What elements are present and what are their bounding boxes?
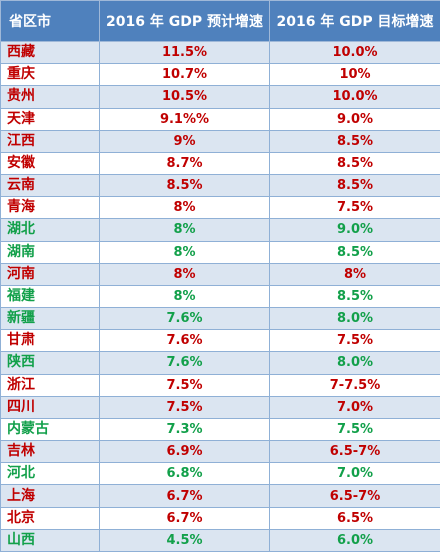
- forecast-cell: 9%: [99, 129, 270, 153]
- province-cell: 天津: [0, 107, 100, 131]
- forecast-cell: 8.7%: [99, 151, 270, 176]
- table-row: 四川 7.5% 7.0%: [0, 395, 440, 419]
- table-row: 浙江 7.5% 7-7.5%: [0, 373, 440, 397]
- table-row: 天津 9.1%% 9.0%: [0, 107, 440, 131]
- forecast-cell: 8%: [99, 196, 270, 220]
- forecast-cell: 7.5%: [99, 395, 270, 419]
- target-cell: 6.5%: [269, 506, 440, 530]
- province-cell: 湖北: [0, 218, 100, 242]
- province-cell: 贵州: [0, 85, 100, 109]
- table-row: 内蒙古 7.3% 7.5%: [0, 417, 440, 442]
- province-cell: 河南: [0, 262, 100, 286]
- province-cell: 甘肃: [0, 329, 100, 353]
- target-cell: 10%: [269, 63, 440, 87]
- forecast-cell: 6.9%: [99, 440, 270, 464]
- forecast-cell: 9.1%%: [99, 107, 270, 131]
- target-cell: 10.0%: [269, 85, 440, 109]
- target-cell: 8.5%: [269, 129, 440, 153]
- province-cell: 安徽: [0, 151, 100, 176]
- target-cell: 7.0%: [269, 395, 440, 419]
- target-cell: 8.5%: [269, 240, 440, 264]
- table-row: 云南 8.5% 8.5%: [0, 174, 440, 198]
- forecast-cell: 10.5%: [99, 85, 270, 109]
- target-cell: 7.5%: [269, 196, 440, 220]
- target-cell: 8%: [269, 262, 440, 286]
- target-cell: 8.5%: [269, 151, 440, 176]
- target-cell: 7-7.5%: [269, 373, 440, 397]
- target-column-header: 2016 年 GDP 目标增速: [269, 0, 440, 42]
- forecast-cell: 8%: [99, 218, 270, 242]
- target-cell: 9.0%: [269, 107, 440, 131]
- province-cell: 湖南: [0, 240, 100, 264]
- province-cell: 吉林: [0, 440, 100, 464]
- target-cell: 6.5-7%: [269, 440, 440, 464]
- province-cell: 陕西: [0, 351, 100, 375]
- forecast-cell: 7.6%: [99, 351, 270, 375]
- table-row: 山西 4.5% 6.0%: [0, 528, 440, 552]
- forecast-cell: 8.5%: [99, 174, 270, 198]
- province-cell: 内蒙古: [0, 417, 100, 442]
- table-row: 贵州 10.5% 10.0%: [0, 85, 440, 109]
- province-cell: 北京: [0, 506, 100, 530]
- target-cell: 7.5%: [269, 417, 440, 442]
- table-row: 北京 6.7% 6.5%: [0, 506, 440, 530]
- table-row: 安徽 8.7% 8.5%: [0, 151, 440, 176]
- province-cell: 江西: [0, 129, 100, 153]
- forecast-column-header: 2016 年 GDP 预计增速: [99, 0, 270, 42]
- target-cell: 8.5%: [269, 174, 440, 198]
- table-row: 吉林 6.9% 6.5-7%: [0, 440, 440, 464]
- forecast-cell: 11.5%: [99, 40, 270, 65]
- province-column-header: 省区市: [0, 0, 100, 42]
- table-row: 江西 9% 8.5%: [0, 129, 440, 153]
- table-row: 陕西 7.6% 8.0%: [0, 351, 440, 375]
- forecast-cell: 8%: [99, 284, 270, 309]
- target-cell: 8.0%: [269, 307, 440, 331]
- table-row: 福建 8% 8.5%: [0, 284, 440, 309]
- province-cell: 重庆: [0, 63, 100, 87]
- target-cell: 8.0%: [269, 351, 440, 375]
- province-cell: 河北: [0, 462, 100, 486]
- province-cell: 西藏: [0, 40, 100, 65]
- forecast-cell: 7.6%: [99, 329, 270, 353]
- table-row: 重庆 10.7% 10%: [0, 63, 440, 87]
- table-row: 西藏 11.5% 10.0%: [0, 40, 440, 65]
- province-cell: 云南: [0, 174, 100, 198]
- table-row: 湖南 8% 8.5%: [0, 240, 440, 264]
- forecast-cell: 8%: [99, 240, 270, 264]
- target-cell: 7.0%: [269, 462, 440, 486]
- table-row: 河南 8% 8%: [0, 262, 440, 286]
- forecast-cell: 10.7%: [99, 63, 270, 87]
- target-cell: 9.0%: [269, 218, 440, 242]
- province-cell: 青海: [0, 196, 100, 220]
- table-body: 西藏 11.5% 10.0% 重庆 10.7% 10% 贵州 10.5% 10.0% 天津 9.1%…: [0, 40, 440, 552]
- forecast-cell: 7.3%: [99, 417, 270, 442]
- province-cell: 浙江: [0, 373, 100, 397]
- forecast-cell: 6.8%: [99, 462, 270, 486]
- forecast-cell: 8%: [99, 262, 270, 286]
- province-cell: 四川: [0, 395, 100, 419]
- table-row: 湖北 8% 9.0%: [0, 218, 440, 242]
- forecast-cell: 4.5%: [99, 528, 270, 552]
- table-row: 上海 6.7% 6.5-7%: [0, 484, 440, 508]
- target-cell: 8.5%: [269, 284, 440, 309]
- table-row: 新疆 7.6% 8.0%: [0, 307, 440, 331]
- target-cell: 6.0%: [269, 528, 440, 552]
- province-cell: 福建: [0, 284, 100, 309]
- province-cell: 新疆: [0, 307, 100, 331]
- forecast-cell: 7.5%: [99, 373, 270, 397]
- forecast-cell: 7.6%: [99, 307, 270, 331]
- province-cell: 山西: [0, 528, 100, 552]
- target-cell: 7.5%: [269, 329, 440, 353]
- table-row: 河北 6.8% 7.0%: [0, 462, 440, 486]
- target-cell: 6.5-7%: [269, 484, 440, 508]
- forecast-cell: 6.7%: [99, 484, 270, 508]
- province-cell: 上海: [0, 484, 100, 508]
- table-row: 青海 8% 7.5%: [0, 196, 440, 220]
- table-row: 甘肃 7.6% 7.5%: [0, 329, 440, 353]
- target-cell: 10.0%: [269, 40, 440, 65]
- forecast-cell: 6.7%: [99, 506, 270, 530]
- header-row: 省区市 2016 年 GDP 预计增速 2016 年 GDP 目标增速: [0, 0, 440, 42]
